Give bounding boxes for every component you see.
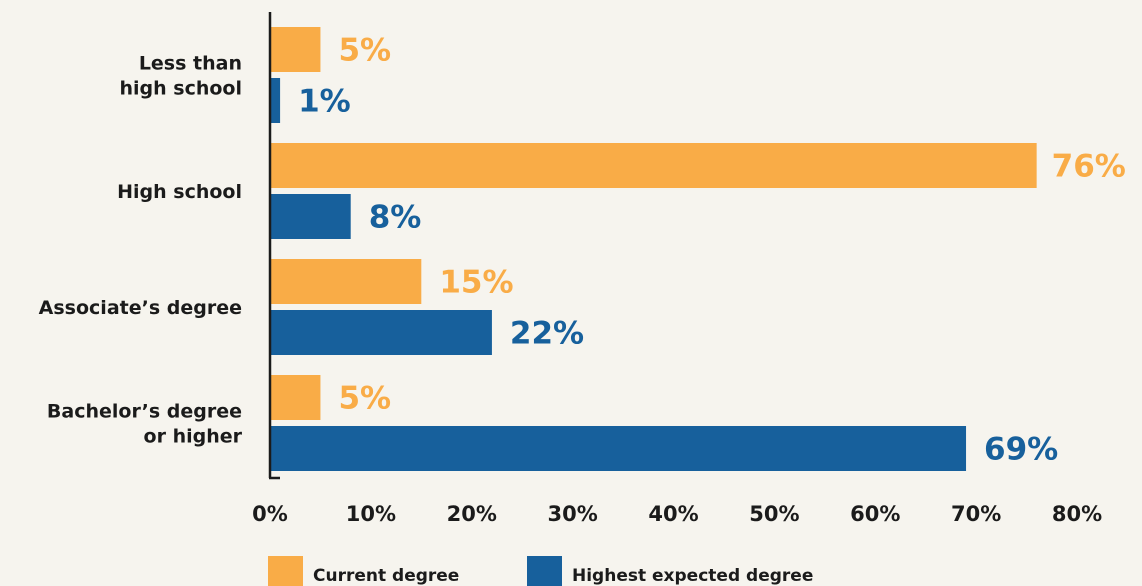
category-label-3: Bachelor’s degree or higher <box>47 401 243 448</box>
value-label-expected-0: 1% <box>298 84 351 120</box>
x-tick-label-6: 60% <box>850 502 900 526</box>
bar-expected-2 <box>270 310 492 355</box>
x-tick-label-5: 50% <box>749 502 799 526</box>
x-tick-label-3: 30% <box>547 502 597 526</box>
value-label-current-2: 15% <box>439 265 513 301</box>
bar-expected-0 <box>270 78 281 123</box>
legend-label-current: Current degree <box>313 566 459 586</box>
category-labels-group: Less than high school High school Associate… <box>39 53 243 448</box>
x-tick-label-1: 10% <box>346 502 396 526</box>
legend-swatch-current <box>268 556 303 586</box>
category-label-2: Associate’s degree <box>39 297 242 319</box>
legend: Current degree Highest expected degree <box>268 556 813 586</box>
x-tick-label-7: 70% <box>951 502 1001 526</box>
value-label-current-1: 76% <box>1052 149 1126 185</box>
value-label-current-0: 5% <box>338 33 391 69</box>
category-label-0: Less than high school <box>120 53 243 100</box>
bar-expected-3 <box>270 426 967 471</box>
x-tick-label-8: 80% <box>1052 502 1102 526</box>
bars-group <box>270 27 1037 471</box>
bar-expected-1 <box>270 194 351 239</box>
x-tick-label-4: 40% <box>648 502 698 526</box>
value-label-expected-3: 69% <box>984 432 1058 468</box>
bar-current-1 <box>270 143 1037 188</box>
value-label-current-3: 5% <box>338 381 391 417</box>
value-label-expected-2: 22% <box>510 316 584 352</box>
category-label-1: High school <box>117 181 242 203</box>
bar-current-0 <box>270 27 321 72</box>
value-label-expected-1: 8% <box>369 200 422 236</box>
legend-swatch-expected <box>527 556 562 586</box>
x-tick-label-0: 0% <box>252 502 288 526</box>
bar-current-2 <box>270 259 422 304</box>
bar-current-3 <box>270 375 321 420</box>
x-tick-labels-group: 0% 10% 20% 30% 40% 50% 60% 70% 80% <box>252 502 1102 526</box>
value-labels-group: 5% 1% 76% 8% 15% 22% 5% 69% <box>298 33 1126 468</box>
legend-label-expected: Highest expected degree <box>572 566 813 586</box>
x-tick-label-2: 20% <box>447 502 497 526</box>
